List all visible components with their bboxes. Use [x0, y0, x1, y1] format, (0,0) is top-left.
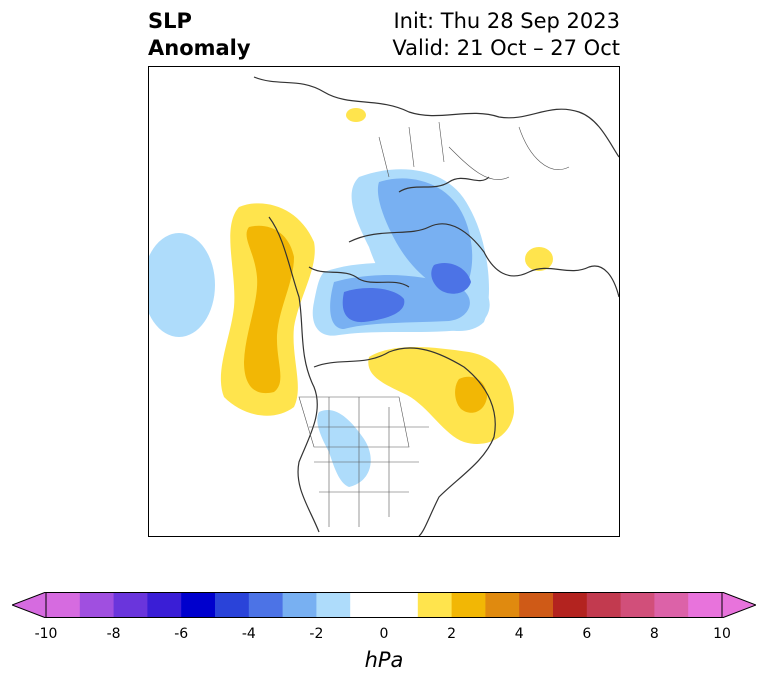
- colorbar-swatch: [79, 592, 115, 618]
- colorbar-swatch: [181, 592, 216, 618]
- low-anomaly-arctic-core: [342, 287, 405, 323]
- colorbar-tick-label: -4: [241, 626, 256, 642]
- colorbar-swatch: [113, 592, 148, 618]
- colorbar-tick-label: 0: [379, 626, 389, 642]
- map-panel: [148, 66, 620, 537]
- colorbar-swatch: [350, 592, 385, 618]
- map-subtitle: Init: Thu 28 Sep 2023 Valid: 21 Oct – 27…: [392, 8, 620, 62]
- colorbar-swatch: [384, 592, 419, 618]
- colorbar-swatch: [147, 592, 182, 618]
- init-date-label: Init: Thu 28 Sep 2023: [393, 9, 620, 33]
- colorbar-tick-label: -8: [106, 626, 121, 642]
- colorbar-tick-label: 4: [514, 626, 524, 642]
- title-line-1: SLP: [148, 9, 192, 33]
- colorbar-tick-label: 10: [713, 626, 731, 642]
- colorbar-tick-label: 8: [649, 626, 659, 642]
- colorbar-tick-label: -10: [34, 626, 58, 642]
- low-anomaly-pacific: [149, 233, 215, 337]
- colorbar: [10, 591, 758, 619]
- colorbar-swatch: [46, 592, 81, 618]
- high-anomaly-japan: [525, 247, 553, 271]
- colorbar-tick-labels: -10 -8 -6 -4 -2 0 2 4 6 8 10: [0, 626, 768, 646]
- colorbar-extend-over: [721, 591, 758, 619]
- colorbar-unit-label: hPa: [364, 648, 404, 672]
- high-anomaly-europe: [346, 108, 366, 122]
- colorbar-swatch: [519, 592, 554, 618]
- high-anomaly-labrador-core: [455, 376, 487, 413]
- high-anomaly-west-coast-inner: [244, 225, 294, 394]
- colorbar-tick-label: -2: [309, 626, 324, 642]
- coastlines: [253, 76, 619, 536]
- colorbar-swatch: [451, 592, 486, 618]
- low-anomaly-us-plains: [317, 410, 371, 487]
- valid-date-label: Valid: 21 Oct – 27 Oct: [392, 36, 620, 60]
- political-borders: [298, 121, 570, 527]
- colorbar-swatch: [620, 592, 655, 618]
- colorbar-swatch: [248, 592, 284, 618]
- colorbar-extend-under: [10, 591, 47, 619]
- colorbar-swatch: [282, 592, 317, 618]
- high-anomaly-hudson-outer: [368, 347, 514, 444]
- colorbar-graphic: [10, 591, 758, 619]
- map-title: SLP Anomaly: [148, 8, 251, 62]
- positive-anomaly-regions: [220, 108, 553, 444]
- colorbar-swatch: [586, 592, 622, 618]
- colorbar-swatch: [654, 592, 689, 618]
- colorbar-swatch: [553, 592, 588, 618]
- colorbar-tick-label: 2: [447, 626, 457, 642]
- anomaly-map: [149, 76, 619, 536]
- colorbar-swatch: [485, 592, 520, 618]
- negative-anomaly-regions: [149, 169, 490, 487]
- low-anomaly-kara-core: [431, 262, 471, 294]
- colorbar-frame: [45, 592, 723, 618]
- colorbar-swatch: [417, 592, 453, 618]
- colorbar-swatch: [215, 592, 250, 618]
- title-line-2: Anomaly: [148, 36, 251, 60]
- colorbar-tick-label: -6: [174, 626, 189, 642]
- colorbar-swatch: [316, 592, 351, 618]
- colorbar-swatch: [688, 592, 723, 618]
- colorbar-tick-label: 6: [582, 626, 592, 642]
